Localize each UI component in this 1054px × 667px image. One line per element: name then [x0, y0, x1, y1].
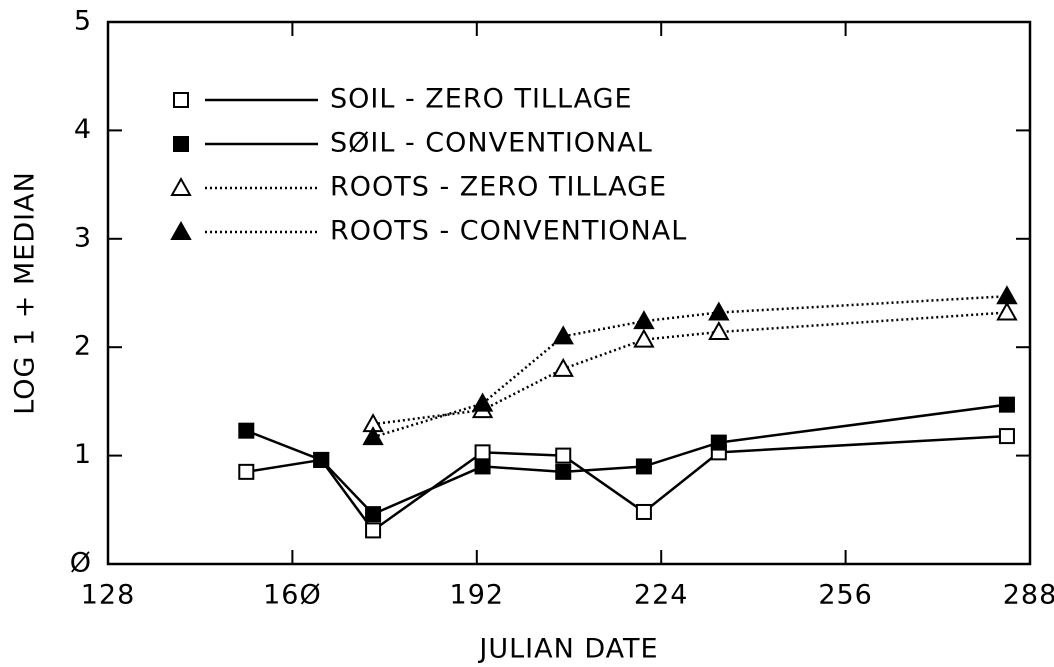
series-line	[245, 403, 1008, 516]
y-tick-label: 2	[74, 331, 92, 362]
data-point	[552, 357, 574, 377]
legend-label: ROOTS - ZERO TILLAGE	[330, 172, 667, 203]
data-point	[555, 463, 572, 480]
data-point	[710, 434, 727, 451]
series-line	[246, 434, 1008, 533]
data-point	[474, 458, 491, 475]
x-tick-label: 16Ø	[263, 580, 322, 611]
x-tick-label: 128	[81, 580, 136, 611]
legend-marker	[173, 136, 189, 152]
data-point	[474, 444, 491, 461]
data-point	[635, 503, 652, 520]
data-point	[998, 396, 1015, 413]
legend-label: ROOTS - CONVENTIONAL	[330, 216, 687, 247]
x-tick-label: 224	[634, 580, 689, 611]
x-axis-label: JULIAN DATE	[477, 634, 658, 665]
data-point	[708, 301, 730, 321]
legend-label: SOIL - ZERO TILLAGE	[330, 84, 633, 115]
y-axis-label: LOG 1 + MEDIAN	[10, 171, 41, 415]
data-point	[996, 285, 1018, 305]
series-line	[372, 295, 1008, 439]
data-point	[555, 447, 572, 464]
x-tick-label: 192	[450, 580, 505, 611]
y-tick-label: 3	[74, 222, 92, 253]
series-line	[372, 311, 1008, 426]
data-point	[552, 325, 574, 345]
data-point	[238, 463, 255, 480]
data-point	[313, 451, 330, 468]
data-point	[365, 506, 382, 523]
data-point	[998, 428, 1015, 445]
y-tick-label: 5	[74, 6, 92, 37]
data-point	[635, 458, 652, 475]
plot-frame	[106, 20, 1032, 566]
data-point	[238, 422, 255, 439]
y-tick-label: 4	[74, 114, 92, 145]
y-tick-label: Ø	[70, 548, 92, 579]
y-tick-label: 1	[74, 439, 92, 470]
legend-marker	[170, 176, 192, 196]
data-point	[996, 301, 1018, 321]
data-point	[708, 320, 730, 341]
data-point	[633, 310, 655, 330]
legend-marker	[170, 220, 192, 240]
x-tick-label: 256	[818, 580, 873, 611]
legend-marker	[173, 92, 189, 108]
x-tick-label: 288	[1003, 580, 1054, 611]
data-point	[471, 392, 494, 412]
data-point	[633, 328, 655, 348]
data-point	[365, 522, 382, 539]
legend-label: SØIL - CONVENTIONAL	[330, 128, 653, 159]
data-point	[362, 426, 384, 446]
